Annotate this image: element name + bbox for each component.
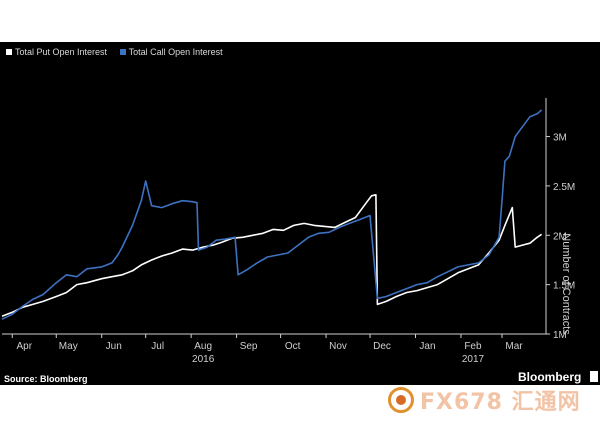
x-tick-label: May xyxy=(59,341,78,352)
chart-background xyxy=(0,42,600,385)
x-tick-label: Jan xyxy=(419,341,435,352)
y-axis-label: Number of Contracts xyxy=(560,233,572,335)
y-tick-label: 2M xyxy=(553,231,567,242)
y-tick-label: 3M xyxy=(553,133,567,144)
y-tick-label: 1.5M xyxy=(553,281,575,292)
x-tick-label: Apr xyxy=(16,341,32,352)
x-tick-label: Nov xyxy=(329,341,347,352)
x-year-label: 2016 xyxy=(192,354,215,365)
x-tick-label: Mar xyxy=(505,341,523,352)
x-tick-label: Aug xyxy=(194,341,212,352)
y-tick-label: 2.5M xyxy=(553,182,575,193)
bloomberg-logo: Bloomberg xyxy=(518,370,582,384)
x-tick-label: Feb xyxy=(464,341,482,352)
watermark-logo-icon xyxy=(388,387,414,413)
legend-item-call: Total Call Open Interest xyxy=(119,47,223,57)
chart-legend: Total Put Open Interest Total Call Open … xyxy=(6,47,233,57)
x-tick-label: Dec xyxy=(373,341,391,352)
series-line-call xyxy=(1,109,543,320)
series-group xyxy=(1,109,543,320)
y-tick-label: 1M xyxy=(553,330,567,341)
x-tick-label: Jul xyxy=(151,341,164,352)
legend-label-call: Total Call Open Interest xyxy=(128,47,223,57)
series-line-put xyxy=(1,194,543,317)
watermark: FX678 汇通网 xyxy=(388,384,581,416)
x-tick-label: Jun xyxy=(106,341,122,352)
legend-label-put: Total Put Open Interest xyxy=(15,47,108,57)
legend-swatch-call xyxy=(119,49,126,55)
watermark-text: FX678 汇通网 xyxy=(420,390,581,415)
source-label: Source: Bloomberg xyxy=(4,374,88,384)
chart-subtitle: Outstanding bullish bets on European len… xyxy=(4,25,437,39)
legend-item-put: Total Put Open Interest xyxy=(6,47,110,57)
axes-group: 1M 1.5M 2M 2.5M 3M Apr May Jun Jul Aug Sep Oct Nov De… xyxy=(2,98,575,365)
chart-title: Banking on Banks xyxy=(4,4,153,23)
line-chart: 1M 1.5M 2M 2.5M 3M Apr May Jun Jul Aug Sep Oct Nov De… xyxy=(1,98,575,365)
bloomberg-mark-icon xyxy=(590,371,598,382)
x-tick-label: Oct xyxy=(285,341,301,352)
x-year-label: 2017 xyxy=(462,354,485,365)
x-tick-label: Sep xyxy=(240,341,258,352)
legend-swatch-put xyxy=(6,49,12,55)
